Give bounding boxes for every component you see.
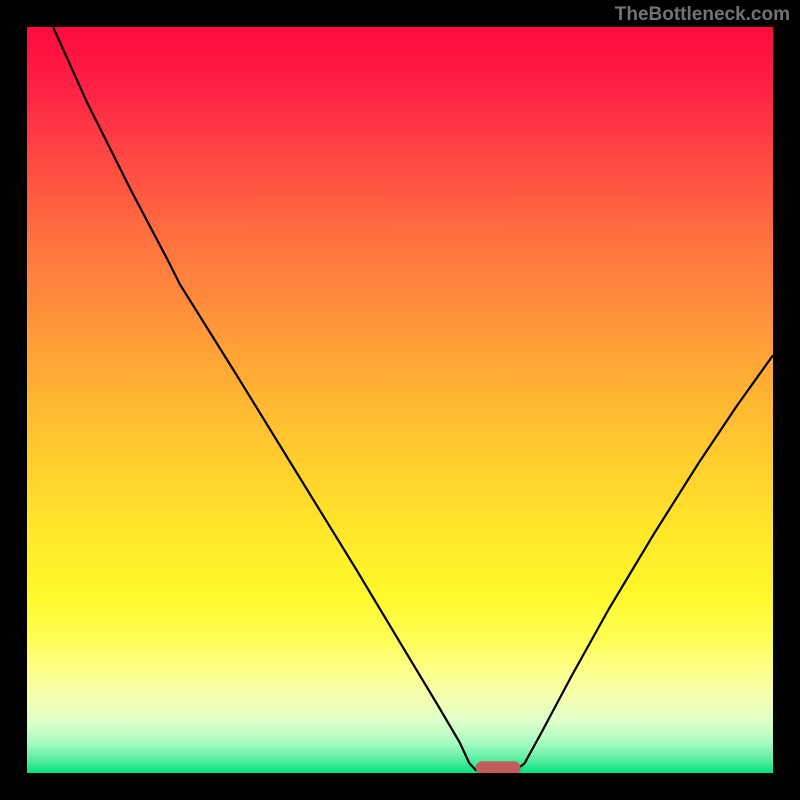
optimal-marker <box>476 761 521 773</box>
watermark-text: TheBottleneck.com <box>615 4 790 26</box>
plot-area <box>27 27 773 773</box>
bottleneck-curve <box>27 27 773 773</box>
curve-path <box>53 27 773 770</box>
